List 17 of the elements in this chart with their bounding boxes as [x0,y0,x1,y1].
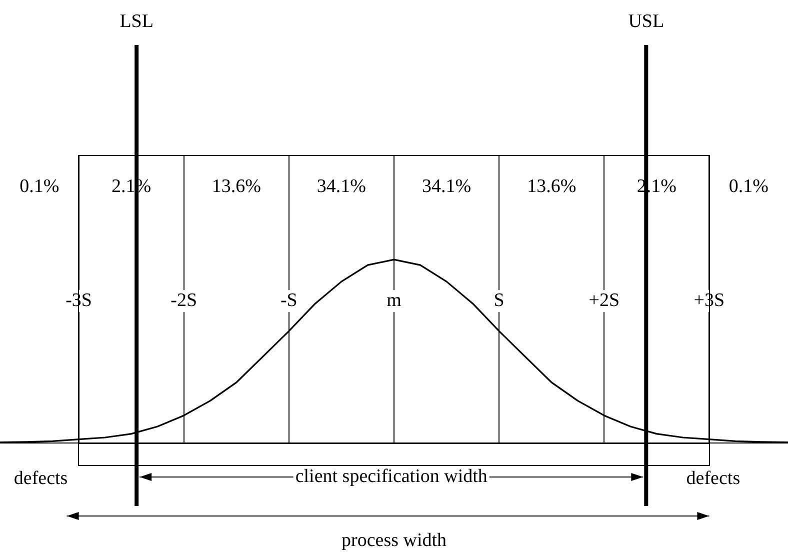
x-tick-label: -S [280,290,298,311]
text: 0.1% [20,176,60,197]
x-tick-label: S [494,290,504,311]
x-tick-label: +2S [588,290,620,311]
x-tick-label: -2S [170,290,198,311]
text: 13.6% [212,176,262,197]
text: defects [14,468,68,489]
text: 0.1% [728,176,769,197]
x-tick-label: m [386,290,402,311]
ref-line-label: USL [628,10,664,32]
text: 34.1% [422,176,472,197]
text: client specification width [295,466,488,487]
text: 13.6% [527,176,576,197]
text: 34.1% [316,176,366,197]
ref-line-label: LSL [120,10,154,32]
text: defects [686,468,740,489]
text: process width [341,530,447,551]
